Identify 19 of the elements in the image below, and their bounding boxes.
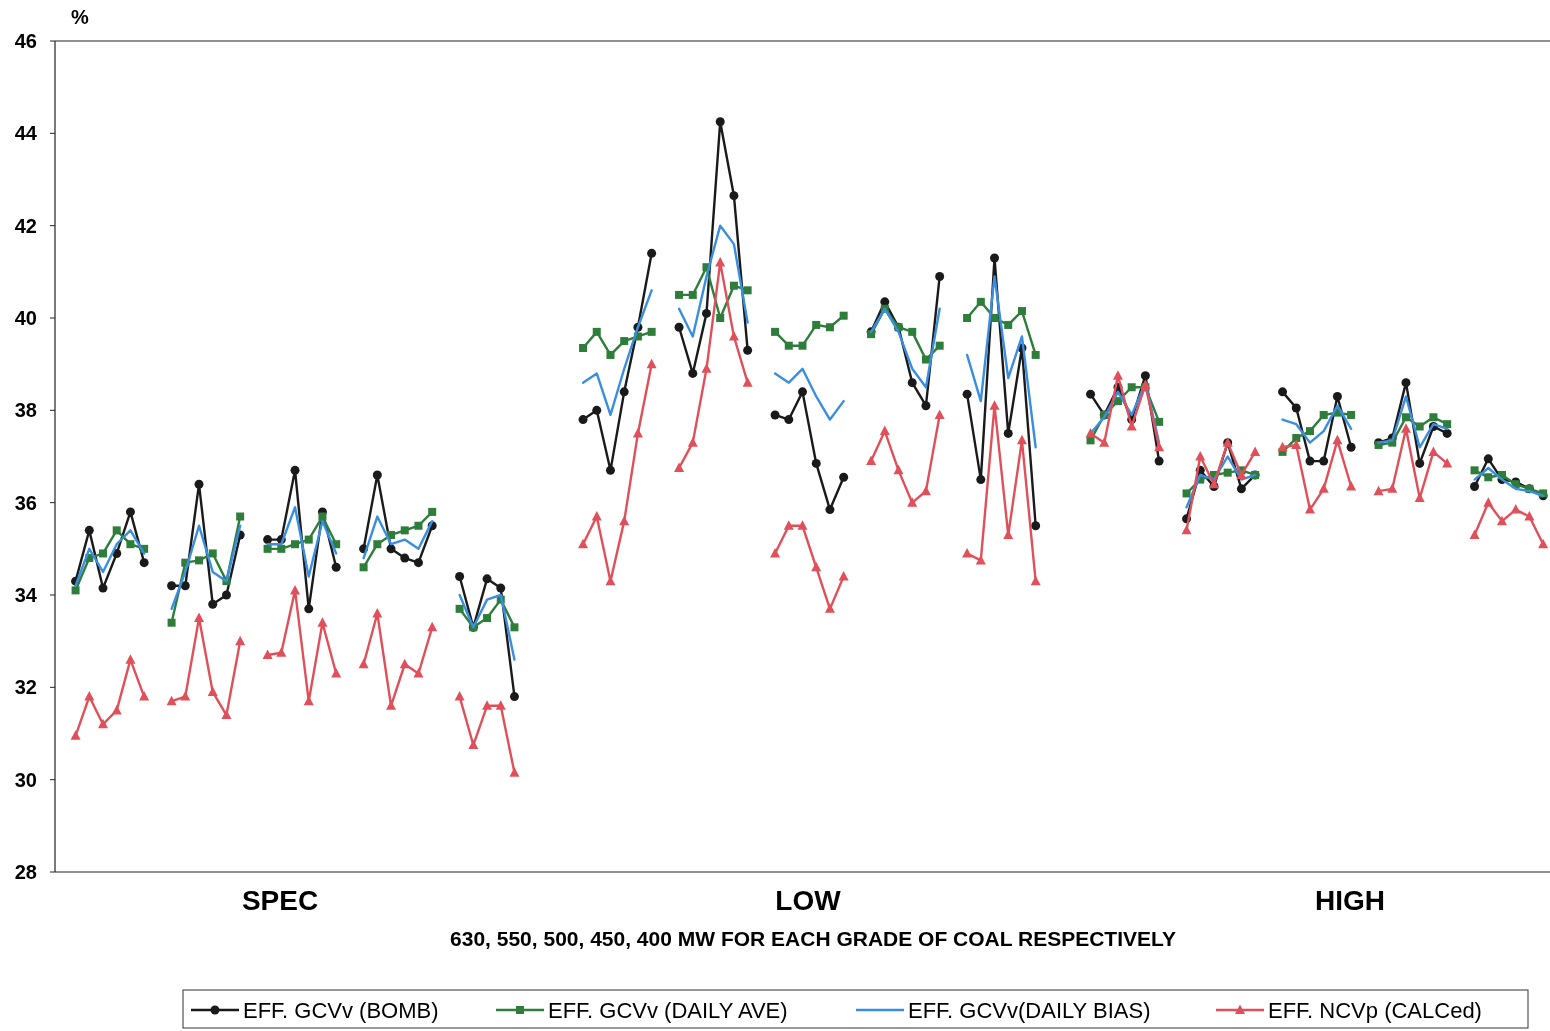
y-tick-label: 34	[14, 584, 38, 606]
y-tick-label: 36	[14, 491, 37, 514]
y-tick-label: 32	[14, 676, 37, 699]
y-tick-label: 28	[14, 861, 37, 883]
y-tick-label: 30	[14, 768, 37, 791]
y-axis-title: %	[71, 6, 90, 28]
legend-label: EFF. GCVv (BOMB)	[243, 997, 439, 1023]
y-tick-label: 38	[14, 399, 37, 422]
y-tick-label: 40	[14, 307, 37, 329]
x-axis-title: 630, 550, 500, 450, 400 MW FOR EACH GRADE OF COAL RESPECTIVELY	[450, 927, 1176, 950]
text: HIGH	[1315, 885, 1385, 916]
legend-label: EFF. GCVv (DAILY AVE)	[548, 997, 788, 1023]
legend-label: EFF. NCVp (CALCed)	[1268, 997, 1482, 1023]
y-tick-label: 42	[14, 214, 37, 237]
y-tick-label: 44	[14, 122, 38, 145]
legend-label: EFF. GCVv(DAILY BIAS)	[908, 997, 1151, 1023]
y-tick-label: 46	[14, 30, 37, 52]
text: LOW	[775, 885, 842, 916]
text: SPEC	[241, 885, 319, 916]
